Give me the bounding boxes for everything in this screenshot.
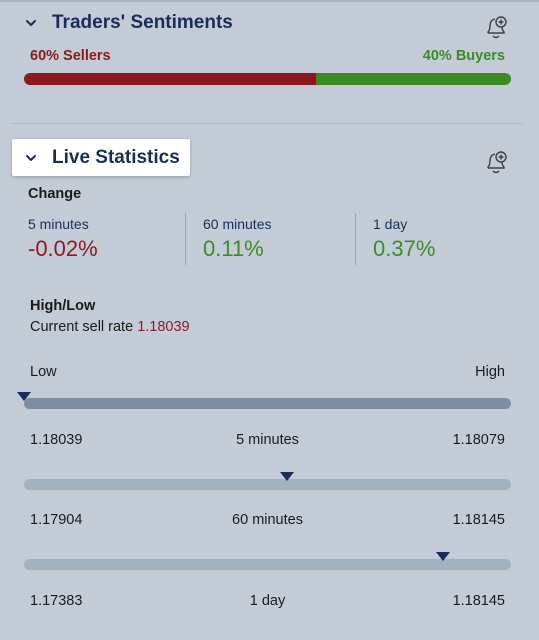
current-sell-value: 1.18039 [137,319,190,335]
low-label: Low [30,364,57,380]
range-label: 1 day [249,593,286,609]
top-divider [0,0,539,2]
change-value: 0.37% [373,236,436,261]
buyers-fill [316,73,511,85]
change-value: -0.02% [28,236,98,261]
range-low: 1.18039 [30,432,83,448]
change-label: 5 minutes [28,216,89,232]
change-label: 1 day [373,216,408,232]
range-high: 1.18145 [452,512,505,528]
range-label: 60 minutes [232,512,303,528]
change-1day: 1 day 0.37% [373,216,435,262]
live-statistics-header[interactable]: Live Statistics [24,147,180,169]
range-track-5min [24,398,511,409]
sentiments-header[interactable]: Traders' Sentiments [24,12,233,34]
range-high: 1.18145 [452,593,505,609]
change-5min: 5 minutes -0.02% [28,216,98,262]
buyers-label: 40% Buyers [422,48,505,64]
range-high: 1.18079 [452,432,505,448]
range-row-5min: 1.18039 5 minutes 1.18079 [30,432,505,448]
change-value: 0.11% [203,236,264,261]
sellers-fill [24,73,317,85]
range-marker [435,552,450,561]
section-divider [12,123,523,124]
range-low: 1.17904 [30,512,83,528]
current-sell-label: Current sell rate [30,319,134,335]
live-statistics-tab[interactable] [12,139,190,176]
range-marker [279,472,294,481]
high-label: High [475,364,505,380]
live-statistics-title: Live Statistics [52,147,180,168]
range-label: 5 minutes [236,432,299,448]
bell-plus-icon[interactable] [482,148,510,176]
range-row-1day: 1.17383 1 day 1.18145 [30,593,505,609]
range-low: 1.17383 [30,593,83,609]
column-separator [185,213,186,265]
column-separator [355,213,356,265]
change-60min: 60 minutes 0.11% [203,216,271,262]
highlow-title: High/Low [30,298,96,314]
bell-plus-icon[interactable] [482,13,510,41]
range-marker [17,392,31,401]
sellers-label: 60% Sellers [30,48,111,64]
current-sell-rate: Current sell rate 1.18039 [30,319,190,335]
range-track-60min [24,479,511,490]
chevron-down-icon[interactable] [24,16,38,30]
sentiment-bar [24,73,511,85]
sentiments-title: Traders' Sentiments [52,12,233,33]
change-label: 60 minutes [203,216,272,232]
change-title: Change [28,186,82,202]
range-track-1day [24,559,511,570]
range-row-60min: 1.17904 60 minutes 1.18145 [30,512,505,528]
chevron-down-icon[interactable] [24,151,38,165]
